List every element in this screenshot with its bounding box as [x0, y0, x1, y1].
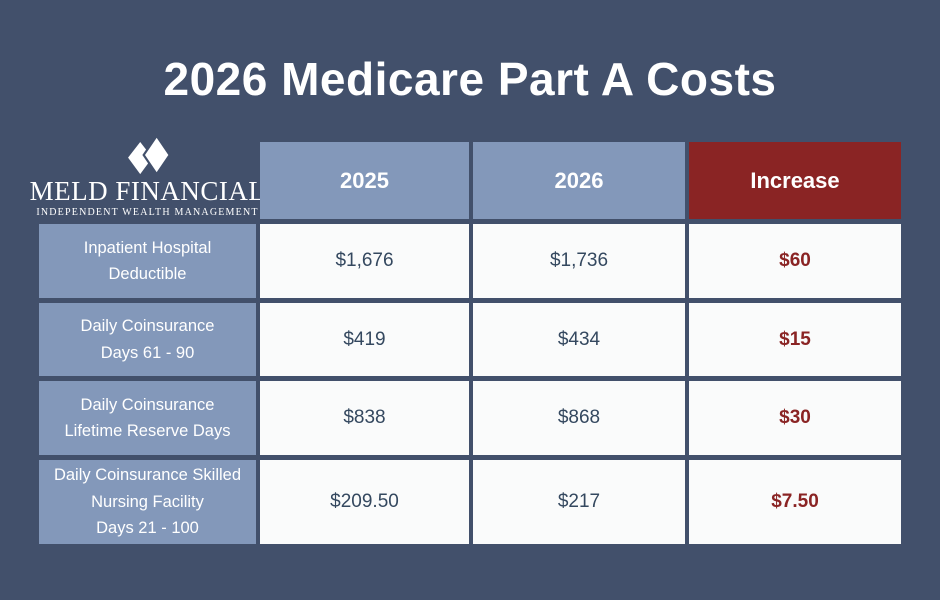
column-header-2026: 2026 — [473, 142, 685, 219]
value-increase: $15 — [689, 303, 901, 376]
value-increase: $7.50 — [689, 460, 901, 544]
logo: MELD FINANCIAL INDEPENDENT WEALTH MANAGE… — [30, 134, 265, 219]
value-increase: $30 — [689, 381, 901, 455]
row-label-line: Days 61 - 90 — [100, 343, 195, 362]
row-label: Daily Coinsurance Lifetime Reserve Days — [39, 381, 256, 455]
row-label-line: Nursing Facility — [91, 492, 204, 511]
row-label-line: Days 21 - 100 — [96, 519, 199, 538]
value-2026: $217 — [473, 460, 685, 544]
row-label: Daily Coinsurance Days 61 - 90 — [39, 303, 256, 376]
column-header-2025: 2025 — [260, 142, 469, 219]
row-label-line: Inpatient Hospital — [83, 238, 212, 257]
row-label-line: Deductible — [108, 265, 187, 283]
value-2025: $1,676 — [260, 224, 469, 298]
logo-name: MELD FINANCIAL — [29, 176, 266, 206]
value-increase: $60 — [689, 224, 901, 298]
column-header-increase: Increase — [689, 142, 901, 219]
value-2025: $838 — [260, 381, 469, 455]
value-2025: $419 — [260, 303, 469, 376]
costs-table: MELD FINANCIAL INDEPENDENT WEALTH MANAGE… — [30, 134, 901, 544]
value-2025: $209.50 — [260, 460, 469, 544]
page-title: 2026 Medicare Part A Costs — [163, 53, 777, 105]
row-label-line: Daily Coinsurance — [80, 395, 215, 414]
meld-diamonds-icon — [122, 133, 174, 178]
value-2026: $868 — [473, 381, 685, 455]
row-label-line: Daily Coinsurance Skilled — [53, 466, 242, 485]
logo-tagline: INDEPENDENT WEALTH MANAGEMENT — [36, 207, 259, 218]
value-2026: $434 — [473, 303, 685, 376]
value-2026: $1,736 — [473, 224, 685, 298]
row-label-line: Lifetime Reserve Days — [64, 422, 231, 440]
row-label-line: Daily Coinsurance — [80, 317, 215, 336]
row-label: Daily Coinsurance Skilled Nursing Facilit… — [39, 460, 256, 544]
row-label: Inpatient Hospital Deductible — [39, 224, 256, 298]
